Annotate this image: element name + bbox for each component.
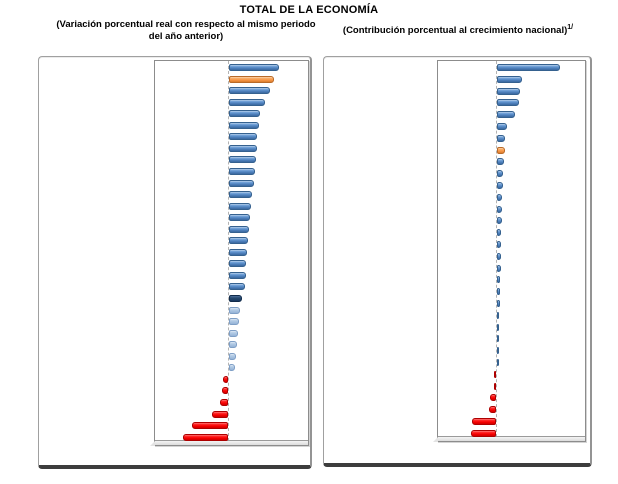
bar: [192, 422, 228, 430]
bar: [229, 191, 252, 199]
bar: [229, 133, 257, 141]
bar: [497, 146, 505, 154]
bar: [229, 237, 248, 245]
bar: [471, 429, 496, 437]
bar: [229, 329, 238, 337]
bar: [229, 75, 274, 83]
bar: [229, 341, 237, 349]
bar: [497, 288, 500, 296]
bar: [497, 264, 501, 272]
bar: [490, 394, 496, 402]
bar: [497, 241, 501, 248]
bar: [497, 229, 501, 237]
bar: [229, 271, 246, 279]
bar: [229, 121, 259, 129]
bar: [220, 398, 228, 406]
bar: [472, 418, 496, 425]
bar: [497, 64, 560, 71]
bar: [229, 364, 235, 372]
bar: [183, 433, 228, 441]
bar: [229, 179, 254, 187]
bar: [497, 300, 500, 307]
bar: [229, 248, 247, 256]
bar: [229, 64, 279, 71]
bar: [497, 170, 503, 178]
bar: [229, 306, 240, 314]
bar: [497, 335, 499, 343]
bar: [497, 158, 504, 166]
bar: [229, 167, 255, 175]
bar: [229, 283, 245, 291]
right-chart-zero-axis: [496, 61, 497, 437]
bar: [497, 182, 503, 189]
bar: [223, 375, 228, 383]
bar: [497, 123, 507, 130]
bar: [229, 225, 249, 233]
bar: [497, 193, 502, 201]
right-chart-subtitle-text: (Contribución porcentual al crecimiento …: [342, 25, 568, 36]
bar: [497, 111, 515, 119]
bar: [489, 406, 496, 414]
bar: [497, 134, 505, 142]
bar: [229, 144, 257, 152]
bar: [497, 276, 500, 284]
bar: [229, 87, 270, 95]
bar: [497, 252, 501, 260]
bar: [497, 217, 502, 225]
bar: [497, 323, 499, 331]
bar: [229, 352, 236, 360]
bar: [497, 347, 499, 355]
right-chart-subtitle: (Contribución porcentual al crecimiento …: [320, 23, 596, 37]
bar: [494, 382, 496, 390]
right-chart-plot-area: [433, 60, 586, 442]
bar: [229, 110, 260, 118]
left-chart-zero-axis: [228, 61, 229, 441]
right-chart-floor-bevel: [433, 437, 438, 442]
figure-title: TOTAL DE LA ECONOMÍA: [239, 4, 379, 16]
bar: [497, 205, 502, 213]
bar: [497, 99, 519, 107]
bar: [497, 359, 499, 366]
left-chart-floor: [155, 440, 308, 445]
left-chart-plot-area: [150, 60, 309, 446]
right-chart-floor: [438, 436, 585, 441]
bar: [497, 75, 522, 83]
footnote-marker: 1/: [567, 23, 574, 31]
bar: [229, 202, 251, 210]
bar: [497, 311, 499, 319]
bar: [229, 260, 246, 268]
bar: [229, 214, 250, 222]
bar: [229, 295, 242, 302]
bar: [497, 87, 520, 95]
bar: [229, 98, 265, 106]
left-chart-floor-bevel: [150, 441, 155, 446]
bar: [212, 410, 228, 418]
bar: [229, 156, 256, 164]
left-chart-subtitle: (Variación porcentual real con respecto …: [56, 19, 316, 42]
bar: [494, 370, 496, 378]
bar: [222, 387, 228, 395]
bar: [229, 318, 239, 326]
